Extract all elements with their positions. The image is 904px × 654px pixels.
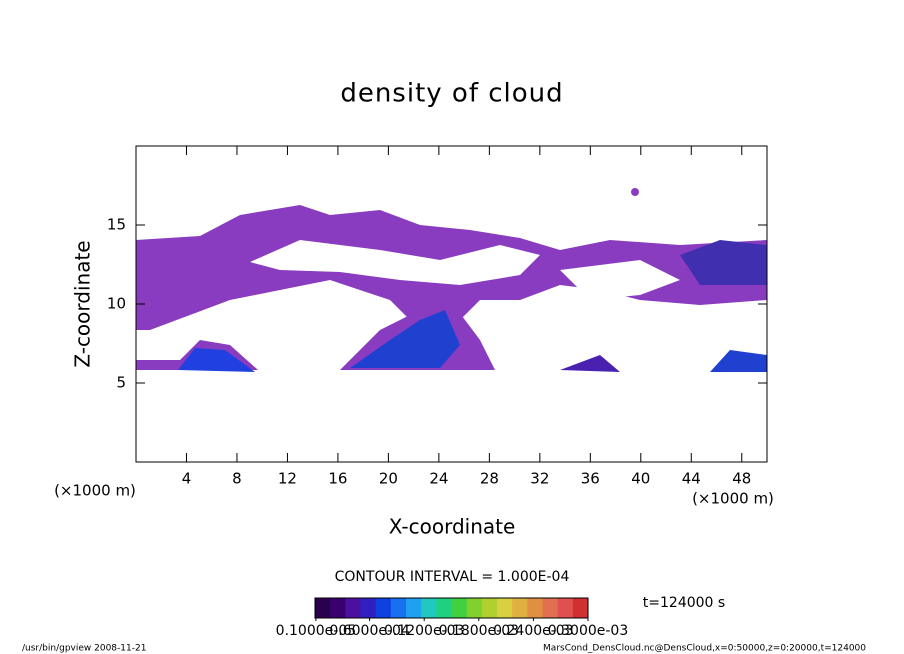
- contour-interval: CONTOUR INTERVAL = 1.000E-04: [335, 569, 570, 585]
- cloud-core: [680, 240, 767, 285]
- footer-left: /usr/bin/gpview 2008-11-21: [22, 644, 146, 654]
- colorbar-swatch: [390, 598, 407, 618]
- x-tick-label: 16: [328, 470, 347, 488]
- cloud-region: [631, 188, 639, 196]
- y-tick-label: 15: [107, 216, 126, 234]
- x-tick-label: 12: [278, 470, 297, 488]
- x-tick-label: 8: [232, 470, 242, 488]
- colorbar-label: 0.1200e-03: [384, 623, 464, 639]
- chart-title: density of cloud: [340, 79, 563, 109]
- colorbar-swatch: [466, 598, 483, 618]
- x-tick-label: 32: [530, 470, 549, 488]
- colorbar-swatch: [512, 598, 528, 618]
- colorbar-swatch: [375, 598, 392, 618]
- x-axis-label: X-coordinate: [389, 515, 516, 539]
- x-tick-label: 4: [182, 470, 192, 488]
- x-unit: (×1000 m): [692, 490, 774, 508]
- x-tick-label: 40: [631, 470, 650, 488]
- cloud-core: [710, 350, 767, 372]
- colorbar-label: 0.1800e-03: [439, 623, 519, 639]
- colorbar-label: 0.6000e-04: [329, 623, 410, 639]
- cloud-field: [136, 188, 767, 372]
- colorbar-frame: [314, 597, 589, 619]
- colorbar-swatch: [345, 598, 361, 618]
- colorbar-swatch: [330, 598, 346, 618]
- cloud-core: [178, 348, 255, 372]
- colorbar-swatch: [406, 598, 422, 618]
- colorbar-swatch: [557, 598, 574, 618]
- x-tick-label: 44: [682, 470, 701, 488]
- footer-right: MarsCond_DensCloud.nc@DensCloud,x=0:5000…: [543, 644, 866, 654]
- y-tick-label: 5: [116, 374, 126, 392]
- x-tick-label: 20: [379, 470, 398, 488]
- colorbar-swatch: [451, 598, 468, 618]
- y-tick-label: 10: [107, 295, 126, 313]
- colorbar-swatch: [315, 598, 331, 618]
- colorbar-swatch: [481, 598, 498, 618]
- x-tick-label: 24: [429, 470, 448, 488]
- colorbar-label: 0.2400e-03: [493, 623, 573, 639]
- y-axis-label: Z-coordinate: [71, 240, 95, 367]
- time-label: t=124000 s: [643, 595, 725, 611]
- colorbar-swatch: [572, 598, 589, 618]
- colorbar-swatch: [421, 598, 437, 618]
- cloud-gap: [560, 260, 680, 300]
- x-tick-label: 28: [480, 470, 499, 488]
- x-tick-label: 48: [732, 470, 751, 488]
- colorbar-swatch: [527, 598, 543, 618]
- colorbar-label: 0.3000e-03: [548, 623, 628, 639]
- cloud-core: [350, 310, 460, 368]
- colorbar-swatch: [497, 598, 513, 618]
- colorbar-swatch: [436, 598, 452, 618]
- colorbar-swatch: [360, 598, 377, 618]
- x-unit-left: (×1000 m): [54, 482, 136, 500]
- colorbar-label: 0.1000e-05: [276, 623, 356, 639]
- x-tick-label: 36: [581, 470, 600, 488]
- cloud-region: [560, 355, 620, 372]
- cloud-gap: [250, 240, 540, 285]
- colorbar-swatch: [542, 598, 559, 618]
